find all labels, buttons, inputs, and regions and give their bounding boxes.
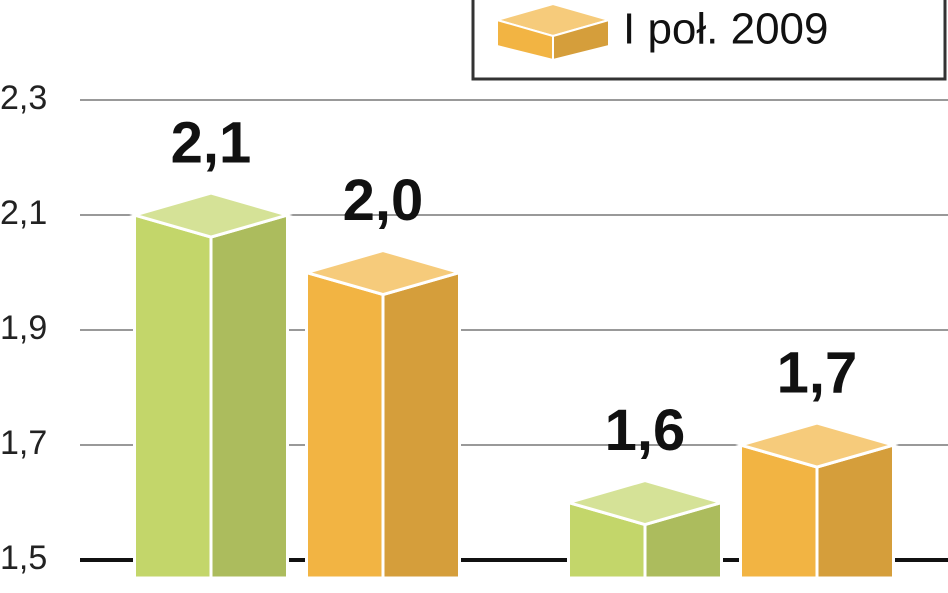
bar bbox=[129, 191, 293, 580]
bar bbox=[563, 478, 727, 580]
y-tick-label: 1,9 bbox=[0, 309, 47, 347]
bar bbox=[301, 248, 465, 580]
bar-top-face bbox=[563, 478, 727, 527]
y-tick-label: 1,7 bbox=[0, 424, 47, 462]
y-tick-label: 1,5 bbox=[0, 539, 47, 577]
value-label: 2,1 bbox=[171, 110, 252, 175]
legend-swatch-right bbox=[552, 18, 610, 62]
y-tick-label: 2,3 bbox=[0, 79, 47, 117]
bar-right-face bbox=[209, 213, 289, 580]
value-label: 1,6 bbox=[605, 398, 686, 463]
value-label: 2,0 bbox=[343, 168, 424, 233]
legend-label: I poł. 2009 bbox=[623, 5, 829, 54]
bar-left-face bbox=[133, 213, 213, 580]
bar-right-face bbox=[381, 270, 461, 580]
bar-top-face bbox=[301, 248, 465, 297]
bar bbox=[735, 421, 899, 580]
bar-top-face bbox=[735, 421, 899, 469]
value-label: 1,7 bbox=[777, 340, 858, 405]
bar-left-face bbox=[305, 270, 385, 580]
bar-top-face bbox=[129, 191, 293, 239]
y-tick-label: 2,1 bbox=[0, 194, 47, 232]
